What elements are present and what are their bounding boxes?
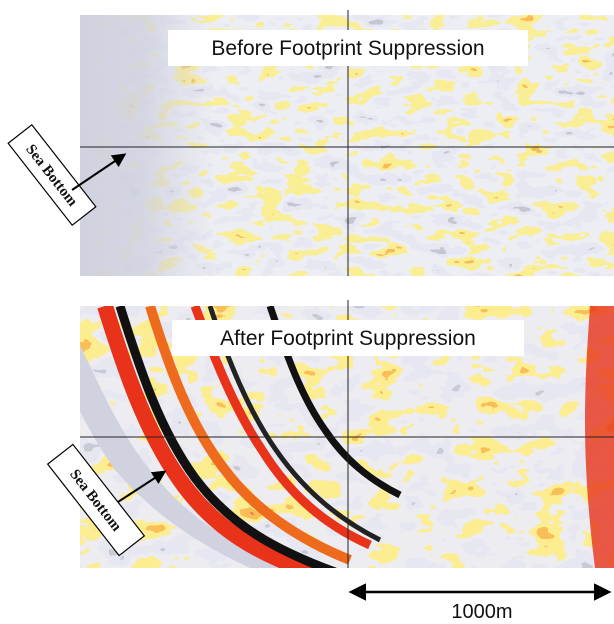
panel-after: After Footprint Suppression Sea Bottom (30, 300, 614, 575)
scale-label: 1000m (451, 601, 512, 623)
panel-title: After Footprint Suppression (220, 327, 476, 350)
figure: Before Footprint Suppression Sea Bottom … (0, 0, 614, 624)
panel-title: Before Footprint Suppression (211, 37, 484, 60)
panel-before: Before Footprint Suppression Sea Bottom (8, 10, 614, 276)
